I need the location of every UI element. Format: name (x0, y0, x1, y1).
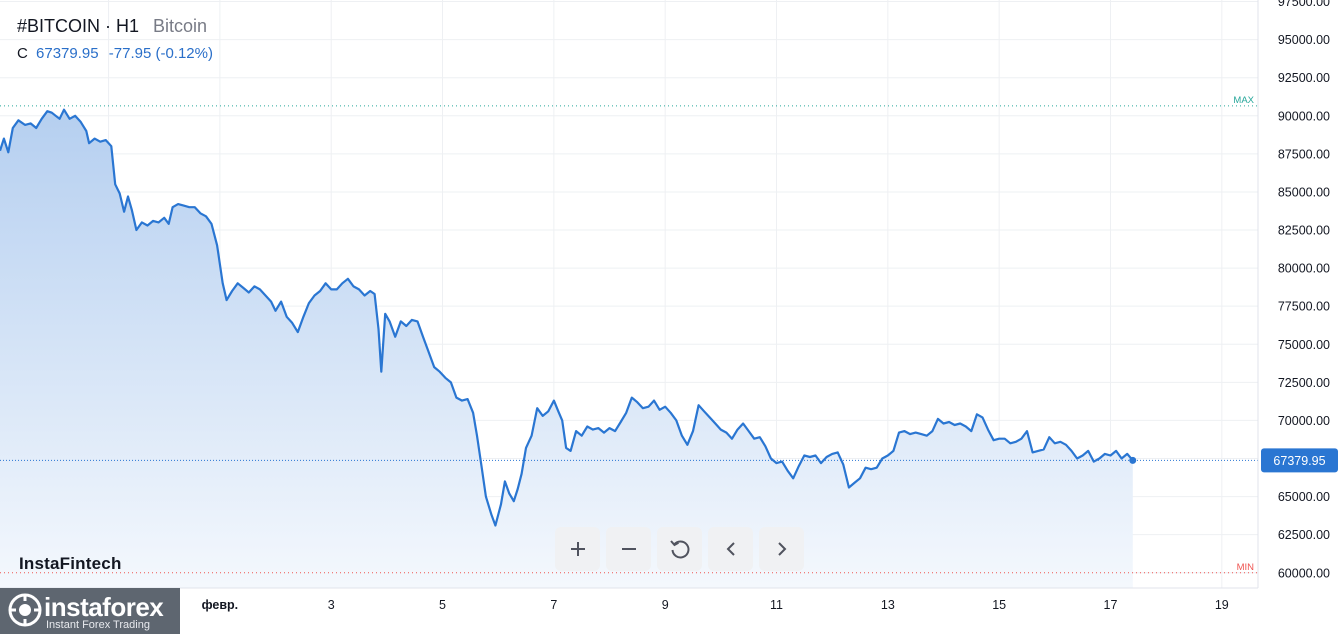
logo-tagline: Instant Forex Trading (46, 619, 150, 631)
y-tick-label: 92500.00 (1278, 71, 1330, 85)
x-tick-label: 15 (992, 598, 1006, 612)
y-tick-label: 60000.00 (1278, 566, 1330, 580)
scroll-left-button[interactable] (708, 527, 753, 571)
y-tick-label: 90000.00 (1278, 109, 1330, 123)
axes: 97500.00 95000.00 92500.00 90000.00 87500.00… (0, 0, 1338, 612)
min-label: MIN (1237, 562, 1255, 573)
zoom-out-button[interactable] (606, 527, 651, 571)
y-tick-label: 70000.00 (1278, 414, 1330, 428)
x-tick-label: 9 (662, 598, 669, 612)
price-line (0, 108, 1134, 527)
plot-area[interactable]: MAX MIN (0, 95, 1258, 588)
logo-name: instaforex (44, 592, 164, 622)
y-tick-label: 75000.00 (1278, 338, 1330, 352)
zoom-in-button[interactable] (555, 527, 600, 571)
x-tick-label: 7 (550, 598, 557, 612)
watermark-text: InstaFintech (19, 554, 122, 573)
logo-mark-icon (8, 593, 42, 627)
x-tick-label: 5 (439, 598, 446, 612)
x-tick-label: 3 (328, 598, 335, 612)
scroll-right-button[interactable] (759, 527, 804, 571)
plus-icon (570, 542, 585, 556)
y-tick-label: 80000.00 (1278, 262, 1330, 276)
x-tick-label: 19 (1215, 598, 1229, 612)
chart-toolbar (555, 527, 804, 571)
minus-icon (621, 548, 636, 550)
x-tick-label: 13 (881, 598, 895, 612)
last-price-label: 67379.95 (1273, 454, 1325, 468)
chevron-left-icon (726, 542, 735, 556)
reset-button[interactable] (657, 527, 702, 571)
x-tick-label: 11 (770, 598, 783, 612)
ohlc-key: C (17, 45, 28, 62)
max-label: MAX (1233, 95, 1254, 106)
reset-icon (669, 540, 689, 559)
y-tick-label: 77500.00 (1278, 300, 1330, 314)
y-tick-label: 82500.00 (1278, 224, 1330, 238)
instaforex-logo[interactable]: instaforex Instant Forex Trading (0, 588, 180, 634)
symbol-title: #BITCOIN · H1 (17, 16, 140, 36)
y-tick-label: 97500.00 (1278, 0, 1330, 9)
chevron-right-icon (777, 542, 786, 556)
y-tick-label: 65000.00 (1278, 490, 1330, 504)
last-price-label-bg (1261, 448, 1338, 473)
x-tick-label: февр. (202, 598, 239, 612)
last-price-marker (1129, 456, 1137, 464)
y-tick-label: 85000.00 (1278, 185, 1330, 199)
close-value: 67379.95 (36, 45, 99, 62)
price-change: -77.95 (-0.12%) (108, 45, 213, 62)
y-tick-label: 62500.00 (1278, 528, 1330, 542)
symbol-description: Bitcoin (153, 16, 208, 36)
price-area (0, 109, 1133, 588)
y-tick-label: 72500.00 (1278, 376, 1330, 390)
y-tick-label: 87500.00 (1278, 147, 1330, 161)
y-tick-label: 95000.00 (1278, 33, 1330, 47)
x-tick-label: 17 (1104, 598, 1118, 612)
chart-legend: #BITCOIN · H1 Bitcoin C 67379.95 -77.95 (… (17, 16, 213, 62)
